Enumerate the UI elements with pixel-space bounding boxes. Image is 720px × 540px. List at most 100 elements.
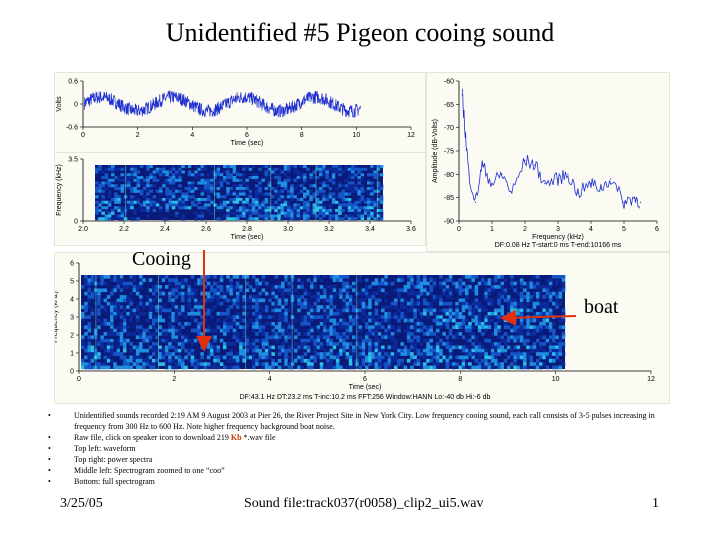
spectrogram-cell (497, 352, 501, 356)
spectrogram-cell (175, 178, 179, 182)
spectrogram-cell (448, 295, 453, 299)
spectrogram-cell (155, 348, 159, 353)
spectrogram-cell (406, 301, 411, 306)
spectrogram-cell (484, 328, 488, 333)
spectrogram-cell (122, 355, 127, 360)
spectrogram-cell (484, 318, 488, 323)
spectrogram-cell (371, 332, 375, 336)
spectrogram-cell (535, 311, 540, 316)
spectrogram-cell (410, 355, 414, 360)
spectrogram-cell (178, 198, 182, 202)
spectrogram-cell (497, 348, 501, 353)
spectrogram-cell (114, 200, 118, 204)
spectrogram-cell (165, 192, 169, 196)
spectrogram-cell (146, 209, 150, 213)
spectrogram-cell (264, 214, 269, 218)
spectrogram-cell (197, 278, 201, 283)
spectrogram-cell (177, 358, 182, 363)
spectrogram-cell (235, 214, 240, 218)
spectrogram-cell (542, 362, 546, 366)
spectrogram-cell (151, 285, 156, 289)
spectrogram-cell (117, 214, 121, 218)
download-link[interactable]: Kb (230, 433, 242, 442)
spectrogram-cell (332, 365, 337, 370)
spectrogram-cell (151, 322, 156, 326)
spectrogram-cell (410, 305, 414, 309)
spectrogram-cell (384, 311, 388, 316)
spectrogram-cell (200, 305, 204, 309)
spectrogram-cell (271, 187, 275, 191)
spectrogram-cell (107, 217, 112, 221)
spectrogram-cell (329, 291, 333, 296)
spectrogram-cell (132, 288, 137, 293)
spectrogram-cell (277, 178, 281, 182)
spectrogram-cell (168, 362, 172, 366)
spectrogram-cell (474, 315, 479, 319)
spectrogram-cell (271, 328, 275, 333)
spectrogram-cell (177, 291, 182, 296)
spectrogram-cell (406, 308, 411, 313)
spectrogram-cell (248, 214, 253, 218)
spectrogram-cell (484, 281, 488, 286)
spectrogram-cell (344, 214, 349, 218)
spectrogram-cell (114, 206, 118, 210)
spectrogram-cell (129, 365, 133, 370)
spectrogram-cell (548, 295, 553, 299)
spectrogram-cell (127, 176, 131, 180)
spectrogram-cell (271, 291, 275, 296)
spectrogram-cell (429, 291, 434, 296)
spectrogram-cell (315, 167, 320, 171)
spectrogram-cell (193, 318, 198, 323)
spectrogram-cell (152, 184, 157, 188)
spectrogram-cell (171, 278, 175, 283)
spectrogram-cell (315, 176, 320, 180)
spectrogram-cell (200, 275, 204, 279)
spectrogram-cell (345, 305, 350, 309)
spectrogram-cell (129, 308, 133, 313)
spectrogram-cell (310, 335, 314, 340)
spectrogram-cell (303, 338, 308, 343)
spectrogram-cell (323, 288, 327, 293)
spectrogram-cell (113, 288, 117, 293)
spectrogram-cell (165, 195, 169, 199)
spectrogram-cell (127, 187, 131, 191)
spectrogram-cell (306, 291, 311, 296)
spectrogram-cell (222, 342, 227, 346)
spectrogram-cell (159, 170, 163, 174)
spectrogram-cell (474, 365, 479, 370)
spectrogram-cell (439, 295, 443, 299)
spectrogram-cell (374, 298, 379, 303)
spectrogram-cell (487, 311, 492, 316)
spectrogram-cell (426, 291, 430, 296)
spectrogram-cell (194, 198, 198, 202)
spectrogram-cell (312, 214, 317, 218)
spectrogram-cell (126, 285, 130, 289)
spectrogram-cell (119, 352, 124, 356)
spectrogram-cell (325, 178, 329, 182)
spectrogram-cell (210, 342, 214, 346)
spectrogram-cell (267, 184, 272, 188)
spectrogram-cell (376, 173, 381, 177)
spectrogram-cell (248, 285, 253, 289)
spectrogram-cell (139, 298, 143, 303)
spectrogram-cell (316, 315, 321, 319)
spectrogram-cell (106, 365, 111, 370)
spectrogram-cell (313, 278, 317, 283)
spectrogram-cell (374, 348, 379, 353)
spectrogram-cell (284, 288, 288, 293)
spectrogram-cell (181, 305, 185, 309)
spectrogram-cell (300, 318, 304, 323)
spectrogram-cell (347, 203, 352, 207)
spectrogram-cell (101, 217, 105, 221)
spectrogram-cell (474, 335, 479, 340)
spectrogram-cell (127, 178, 131, 182)
spectrogram-cell (342, 332, 346, 336)
spectrogram-cell (416, 301, 421, 306)
spectrogram-cell (516, 301, 521, 306)
spectrogram-cell (309, 198, 313, 202)
spectrogram-cell (129, 332, 133, 336)
spectrogram-cell (101, 195, 105, 199)
spectrogram-cell (255, 332, 259, 336)
spectrogram-cell (503, 298, 508, 303)
spectrogram-cell (445, 325, 450, 330)
